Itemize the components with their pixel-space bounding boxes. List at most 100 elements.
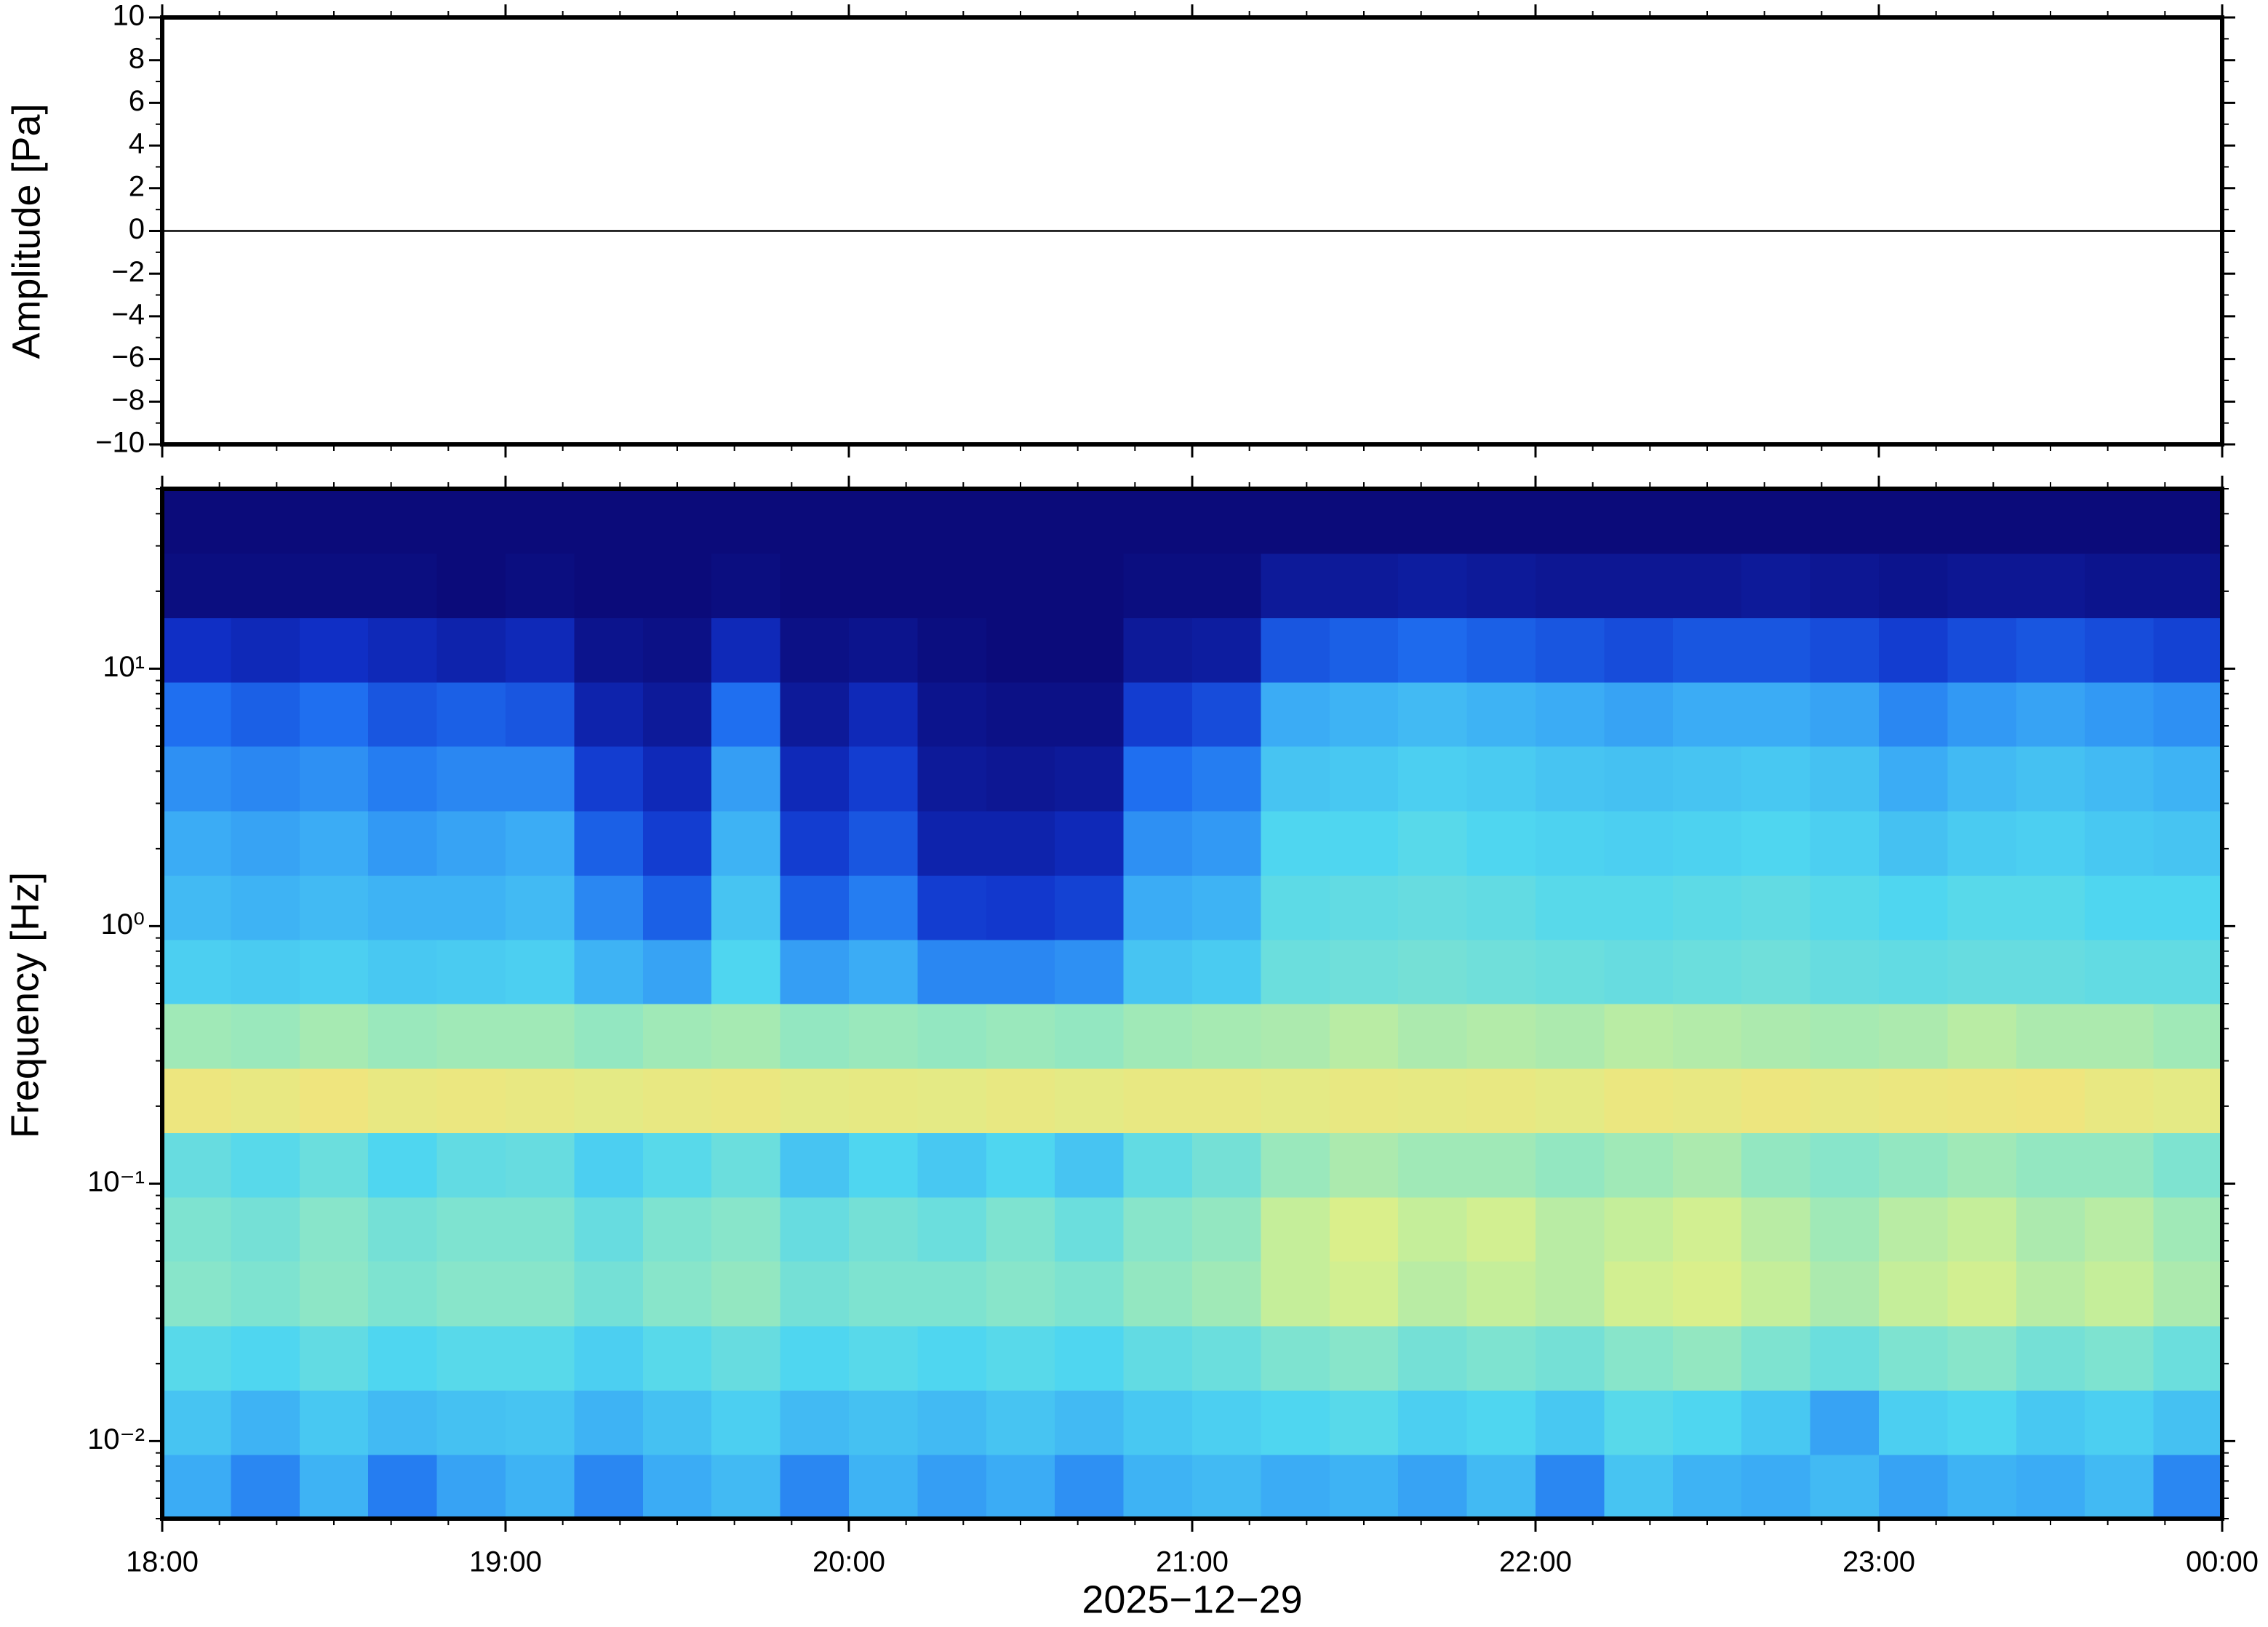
heat-cell [1261,1003,1330,1069]
heat-cell [1879,553,1949,618]
heat-cell [1192,1389,1262,1455]
heat-cell [574,489,644,554]
heat-cell [1055,874,1125,940]
heat-cell [917,810,987,876]
heat-cell [506,1389,575,1455]
heat-cell [2153,1260,2222,1327]
y-axis-label: Amplitude [Pa] [4,103,48,359]
heat-cell [780,553,850,618]
heat-cell [2085,489,2155,554]
y-tick-label: 10¹ [103,651,145,683]
heat-cell [1261,681,1330,747]
heat-cell [1055,810,1125,876]
heat-cell [1123,745,1193,812]
heat-cell [1261,1325,1330,1391]
heat-cell [1604,553,1674,618]
heat-cell [917,1068,987,1133]
heat-cell [1810,553,1880,618]
heat-cell [2153,1003,2222,1069]
heat-cell [986,1003,1055,1069]
heat-cell [917,1003,987,1069]
heat-cell [1947,810,2017,876]
heat-cell [1329,745,1399,812]
heat-cell [231,1260,300,1327]
heat-cell [1536,1325,1605,1391]
heat-cell [368,1260,438,1327]
heat-cell [368,1389,438,1455]
heat-cell [642,745,712,812]
heat-cell [574,1325,644,1391]
y-tick-label: −6 [111,341,145,373]
heat-cell [1329,1003,1399,1069]
heat-cell [1879,1389,1949,1455]
y-tick-label: −2 [111,256,145,288]
heat-cell [1741,617,1811,683]
heat-cell [1123,810,1193,876]
heat-cell [1810,617,1880,683]
heat-cell [1604,1003,1674,1069]
heat-cell [1398,1068,1468,1133]
heat-cell [1947,874,2017,940]
heat-cell [642,617,712,683]
heat-cell [436,745,506,812]
heat-cell [780,939,850,1004]
heat-cell [1947,1003,2017,1069]
heat-cell [1947,681,2017,747]
plot-layer: −10 −8 −6 −4 −2 0 2 4 6 8 10 10⁻² 10⁻¹ 10⁰ 10¹ 18:00 19:… [87,0,2259,1578]
heat-cell [711,489,781,554]
heat-cell [506,617,575,683]
heat-cell [1466,681,1536,747]
heat-cell [1261,1260,1330,1327]
heat-cell [1192,1003,1262,1069]
heat-cell [1741,553,1811,618]
x-tick-label: 20:00 [812,1546,885,1578]
heat-cell [642,1389,712,1455]
heat-cell [711,1260,781,1327]
heat-cell [917,939,987,1004]
heat-cell [1947,939,2017,1004]
heat-cell [1536,810,1605,876]
heat-cell [1536,553,1605,618]
heat-cell [2016,1068,2085,1133]
heat-cell [1466,1132,1536,1198]
y-tick-label: −10 [95,427,145,459]
heat-cell [780,1454,850,1519]
heat-cell [2085,1068,2155,1133]
heat-cell [1055,1196,1125,1262]
heat-cell [849,939,919,1004]
heat-cell [780,489,850,554]
heat-cell [1810,681,1880,747]
heat-cell [711,745,781,812]
heat-cell [1055,1132,1125,1198]
heat-cell [1879,1196,1949,1262]
heat-cell [1123,553,1193,618]
heat-cell [506,939,575,1004]
heat-cell [2153,1068,2222,1133]
heat-cell [1604,1068,1674,1133]
heat-cell [849,489,919,554]
heat-cell [299,1196,369,1262]
heat-cell [1947,1068,2017,1133]
heat-cell [299,1389,369,1455]
heat-cell [1398,874,1468,940]
heat-cell [162,617,232,683]
heat-cell [1536,1454,1605,1519]
heat-cell [1947,1260,2017,1327]
heat-cell [780,1068,850,1133]
heat-cell [436,1068,506,1133]
heat-cell [368,1003,438,1069]
heat-cell [368,553,438,618]
y-tick-label: 10⁻² [87,1423,145,1455]
heat-cell [2085,1132,2155,1198]
y-tick-label: 8 [129,42,145,74]
heat-cell [849,1325,919,1391]
heat-cell [1672,939,1742,1004]
heat-cell [849,1454,919,1519]
heat-cell [1261,1132,1330,1198]
plot-frame [160,487,2224,1521]
heat-cell [917,1389,987,1455]
heat-cell [1192,874,1262,940]
heat-cell [780,617,850,683]
heat-cell [2153,1389,2222,1455]
heat-cell [849,553,919,618]
